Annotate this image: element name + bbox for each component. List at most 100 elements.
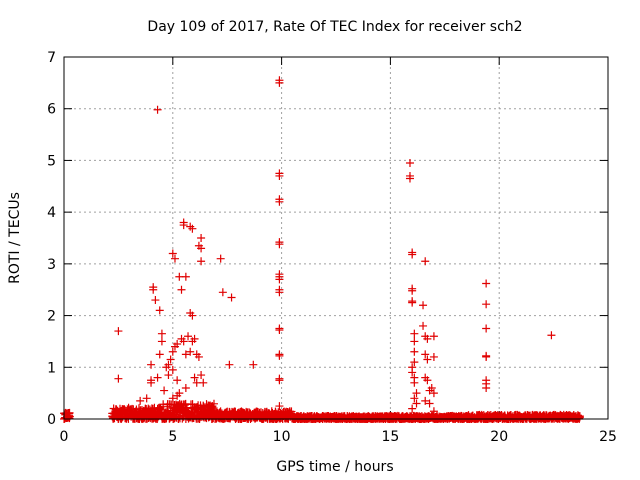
data-point [482,383,491,392]
data-point [482,300,491,309]
data-point [157,337,166,346]
data-point [155,306,164,315]
data-point [423,334,432,343]
x-tick-label: 10 [273,429,291,445]
data-point [275,171,284,180]
data-point [421,350,430,359]
x-tick-label: 5 [168,429,177,445]
data-point [429,332,438,341]
data-point [199,378,208,387]
data-point [168,249,177,258]
x-tick-label: 20 [490,429,508,445]
data-point [419,321,428,330]
data-point [197,257,206,266]
data-point [408,286,417,295]
data-point [482,324,491,333]
data-point [216,254,225,263]
data-point [275,240,284,249]
data-point [419,301,428,310]
data-point [412,399,421,408]
data-point [188,224,197,233]
data-point [227,293,236,302]
data-point [201,407,210,416]
data-point [184,332,193,341]
data-point [408,250,417,259]
baseline-point [209,399,218,408]
data-point [166,355,175,364]
data-point [408,298,417,307]
y-tick-label: 4 [47,205,56,221]
baseline-point [181,399,190,408]
data-point [181,383,190,392]
data-point [179,221,188,230]
data-point [153,105,162,114]
data-point [181,272,190,281]
x-axis-label: GPS time / hours [276,459,393,475]
x-tick-label: 0 [60,429,69,445]
data-point [168,347,177,356]
data-point [249,360,258,369]
data-point [408,404,417,413]
data-point [168,365,177,374]
data-point [147,378,156,387]
data-point [405,174,414,183]
data-point [423,355,432,364]
data-point [275,326,284,335]
data-point [482,279,491,288]
data-point [188,311,197,320]
data-point [157,329,166,338]
data-point [547,331,556,340]
data-point [275,351,284,360]
data-point [173,376,182,385]
data-point [410,347,419,356]
data-point [482,352,491,361]
data-point [164,360,173,369]
data-point [421,257,430,266]
data-point [275,402,284,411]
y-tick-label: 2 [47,309,56,325]
y-tick-label: 6 [47,102,56,118]
data-point [175,389,184,398]
data-point [412,389,421,398]
data-point [194,352,203,361]
y-tick-label: 7 [47,50,56,66]
data-point [190,373,199,382]
data-point [275,288,284,297]
data-point [168,394,177,403]
data-point [275,197,284,206]
data-point [164,371,173,380]
data-point [136,396,145,405]
plot-frame [63,56,609,420]
y-tick-label: 5 [47,153,56,169]
data-point [410,337,419,346]
data-point [427,383,436,392]
data-point [410,358,419,367]
data-point [429,352,438,361]
data-point [429,389,438,398]
axis-ticks: 0 5 10 15 20 25 0 1 2 3 4 5 6 7 [47,50,617,445]
data-point [429,407,438,416]
data-point [225,360,234,369]
y-tick-label: 0 [47,412,56,428]
data-point [197,371,206,380]
data-point [275,275,284,284]
data-point [218,288,227,297]
data-point [155,350,164,359]
data-point [142,394,151,403]
x-tick-label: 25 [599,429,617,445]
data-point [408,368,417,377]
y-tick-label: 1 [47,360,56,376]
data-point [275,376,284,385]
data-point [114,327,123,336]
data-point [421,396,430,405]
grid-lines [64,57,608,419]
y-tick-label: 3 [47,257,56,273]
data-point [423,376,432,385]
x-tick-label: 15 [381,429,399,445]
data-point [197,244,206,253]
data-point [153,373,162,382]
data-point [197,234,206,242]
data-point [275,78,284,87]
